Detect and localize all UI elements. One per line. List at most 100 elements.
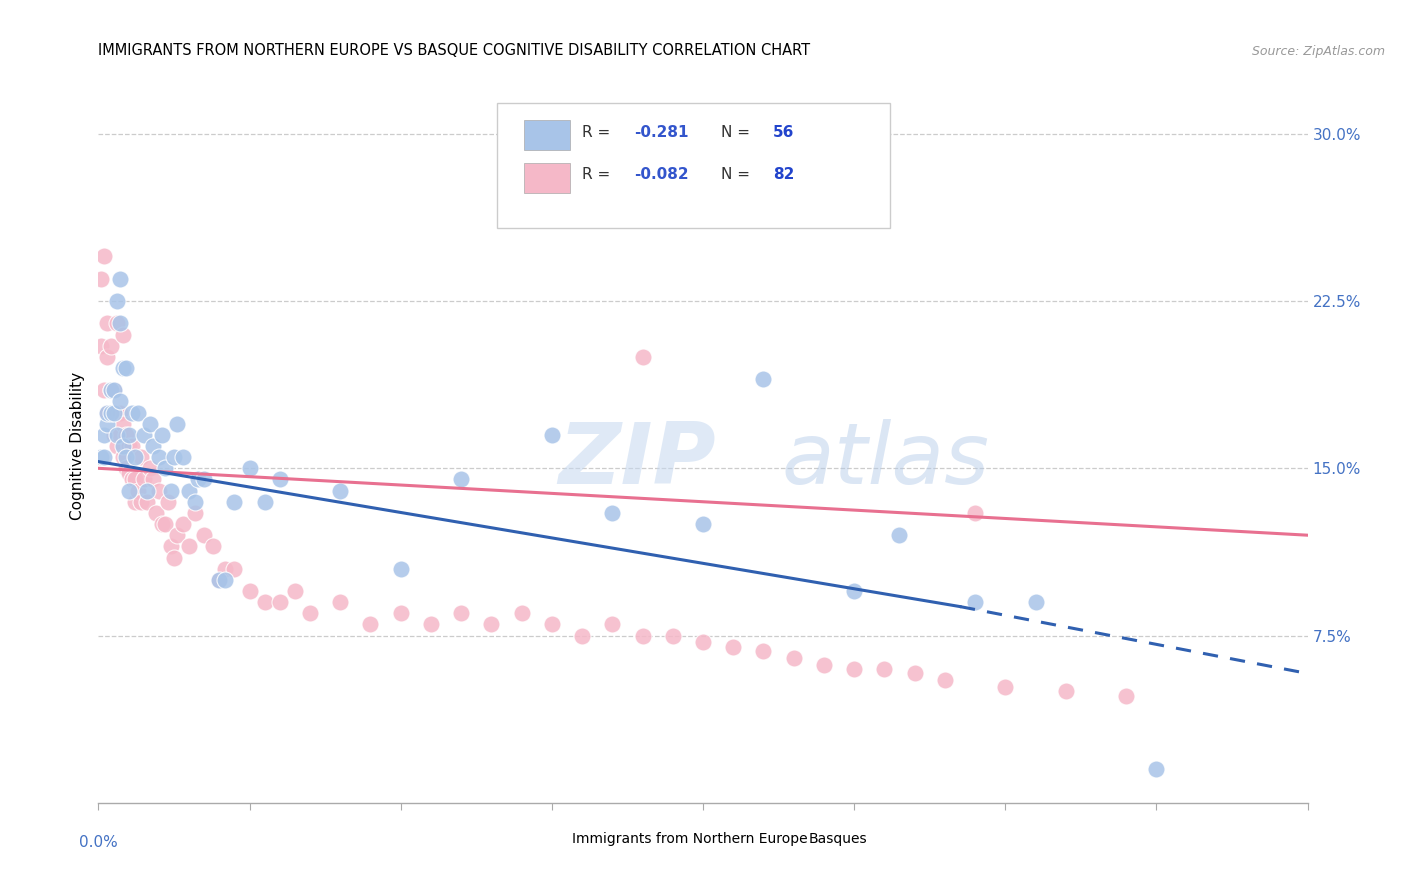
Point <box>889 528 911 542</box>
Bar <box>524 120 569 150</box>
Point <box>124 450 146 465</box>
Bar <box>534 830 564 849</box>
Point <box>965 595 987 609</box>
Point <box>510 607 533 621</box>
Point <box>224 562 246 576</box>
Point <box>121 405 143 420</box>
Text: IMMIGRANTS FROM NORTHERN EUROPE VS BASQUE COGNITIVE DISABILITY CORRELATION CHART: IMMIGRANTS FROM NORTHERN EUROPE VS BASQU… <box>98 43 810 58</box>
Point <box>118 439 141 453</box>
Point <box>96 405 118 420</box>
Text: -0.082: -0.082 <box>634 168 689 182</box>
Text: R =: R = <box>582 125 616 139</box>
Point <box>239 461 262 475</box>
Point <box>118 466 141 480</box>
Point <box>111 327 134 342</box>
Point <box>129 494 152 508</box>
Point <box>934 673 956 687</box>
Point <box>389 607 412 621</box>
Point <box>105 317 128 331</box>
Point <box>114 360 136 375</box>
Point <box>150 517 173 532</box>
Text: N =: N = <box>721 125 755 139</box>
Point <box>139 461 162 475</box>
Point <box>148 483 170 498</box>
Point <box>540 617 562 632</box>
Point <box>96 317 118 331</box>
Text: Basques: Basques <box>808 832 868 847</box>
Text: 82: 82 <box>773 168 794 182</box>
Point <box>111 360 134 375</box>
Point <box>602 617 624 632</box>
Point <box>844 583 866 598</box>
Point <box>299 607 322 621</box>
Point <box>269 473 291 487</box>
Text: Immigrants from Northern Europe: Immigrants from Northern Europe <box>572 832 808 847</box>
Point <box>114 427 136 442</box>
Point <box>145 506 167 520</box>
Point <box>193 473 215 487</box>
Point <box>160 539 183 553</box>
Point <box>904 666 927 681</box>
Point <box>723 182 745 196</box>
Text: -0.281: -0.281 <box>634 125 689 139</box>
Point <box>160 483 183 498</box>
Point <box>208 573 231 587</box>
Point <box>172 450 194 465</box>
Point <box>148 450 170 465</box>
Point <box>129 450 152 465</box>
Point <box>179 483 201 498</box>
Point <box>142 473 165 487</box>
Point <box>103 384 125 398</box>
Text: R =: R = <box>582 168 616 182</box>
Point <box>105 293 128 308</box>
Point <box>163 550 186 565</box>
Point <box>602 506 624 520</box>
Point <box>208 573 231 587</box>
Point <box>132 427 155 442</box>
Point <box>96 405 118 420</box>
Point <box>90 450 112 465</box>
Point <box>142 439 165 453</box>
Point <box>1054 684 1077 698</box>
Point <box>103 405 125 420</box>
Y-axis label: Cognitive Disability: Cognitive Disability <box>69 372 84 520</box>
Point <box>108 405 131 420</box>
Point <box>329 483 352 498</box>
Text: 56: 56 <box>773 125 794 139</box>
Point <box>540 427 562 442</box>
Point <box>100 384 122 398</box>
Point <box>124 473 146 487</box>
Point <box>100 405 122 420</box>
Point <box>187 473 209 487</box>
Point <box>631 350 654 364</box>
Point <box>93 249 115 264</box>
Text: atlas: atlas <box>782 418 990 502</box>
Point <box>571 628 593 642</box>
Point <box>813 657 835 672</box>
Point <box>121 439 143 453</box>
Point <box>139 417 162 431</box>
Point <box>93 427 115 442</box>
Point <box>389 562 412 576</box>
Point <box>105 439 128 453</box>
Point <box>132 473 155 487</box>
Point <box>103 384 125 398</box>
Point <box>108 317 131 331</box>
Point <box>193 528 215 542</box>
Point <box>994 680 1017 694</box>
Point <box>179 539 201 553</box>
Point <box>121 473 143 487</box>
Text: N =: N = <box>721 168 755 182</box>
Point <box>1024 595 1046 609</box>
Point <box>284 583 307 598</box>
Point <box>844 662 866 676</box>
Point <box>124 494 146 508</box>
Point <box>153 517 176 532</box>
Text: 0.0%: 0.0% <box>79 835 118 850</box>
Point <box>662 628 685 642</box>
Text: Source: ZipAtlas.com: Source: ZipAtlas.com <box>1251 45 1385 58</box>
Point <box>153 461 176 475</box>
Point <box>163 450 186 465</box>
Point <box>631 628 654 642</box>
Point <box>156 494 179 508</box>
